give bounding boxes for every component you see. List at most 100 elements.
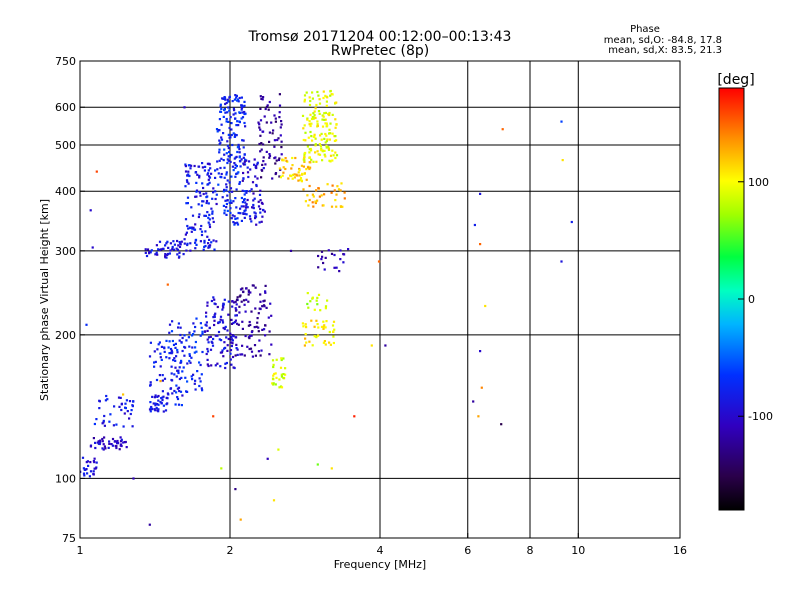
data-point	[245, 190, 248, 193]
data-point	[314, 335, 318, 338]
data-point	[119, 436, 122, 439]
data-point	[306, 166, 310, 169]
data-point	[323, 268, 326, 271]
data-point	[171, 245, 174, 249]
data-point	[170, 330, 174, 333]
data-point	[203, 241, 206, 244]
data-point	[220, 138, 224, 141]
data-point	[253, 326, 256, 329]
data-point	[331, 184, 334, 187]
data-point	[208, 181, 211, 184]
data-point	[214, 197, 217, 201]
data-point	[261, 163, 264, 166]
data-point	[280, 375, 283, 378]
data-point	[234, 354, 237, 357]
y-tick-label: 300	[55, 245, 76, 258]
data-point	[331, 113, 334, 116]
data-point	[172, 248, 176, 251]
data-point	[219, 141, 222, 144]
data-point	[223, 212, 226, 215]
data-point	[303, 160, 306, 163]
data-point	[273, 139, 276, 142]
data-point	[110, 443, 113, 446]
data-point	[159, 380, 162, 383]
data-point	[183, 242, 186, 245]
data-point	[259, 107, 262, 110]
data-point	[342, 261, 345, 264]
data-point	[258, 193, 262, 196]
data-point	[241, 189, 244, 192]
data-point	[311, 201, 314, 204]
data-point	[187, 170, 190, 173]
data-point	[200, 326, 203, 329]
data-point	[128, 417, 131, 420]
data-point	[314, 151, 317, 154]
data-point	[201, 166, 204, 169]
data-point	[163, 346, 166, 349]
data-point	[261, 202, 264, 205]
data-point	[155, 251, 158, 254]
data-point	[92, 470, 95, 473]
data-point	[331, 149, 334, 152]
data-point	[220, 172, 223, 176]
data-point	[270, 343, 273, 346]
data-point	[324, 118, 327, 121]
data-point	[202, 200, 205, 203]
data-point	[247, 324, 250, 327]
data-point	[200, 204, 203, 207]
data-point	[183, 238, 186, 241]
data-point	[232, 113, 235, 116]
data-point	[316, 120, 319, 123]
data-point	[222, 355, 225, 358]
data-point	[111, 437, 115, 441]
data-point	[296, 174, 299, 177]
data-point	[253, 158, 256, 161]
data-point	[185, 179, 189, 182]
data-point	[190, 164, 193, 167]
data-point	[200, 373, 203, 376]
data-point	[316, 90, 319, 94]
data-point	[159, 365, 162, 368]
data-point	[303, 155, 306, 159]
data-point	[194, 325, 197, 329]
data-point	[183, 354, 186, 357]
x-tick-label: 4	[377, 544, 384, 557]
data-point	[270, 314, 273, 317]
data-point	[479, 192, 482, 195]
data-point	[314, 143, 317, 146]
data-point	[191, 378, 194, 381]
data-point	[102, 421, 105, 424]
data-point	[181, 349, 184, 353]
data-point	[338, 270, 341, 273]
data-point	[247, 293, 250, 296]
data-point	[169, 249, 172, 252]
data-point	[317, 266, 320, 269]
data-point	[235, 314, 238, 317]
data-point	[168, 252, 171, 255]
data-point	[167, 346, 170, 349]
data-point	[225, 202, 228, 206]
data-point	[144, 248, 147, 251]
data-point	[93, 461, 96, 464]
colorbar-tick-label: 0	[748, 293, 755, 306]
data-point	[207, 221, 210, 224]
data-point	[204, 214, 207, 217]
data-point	[271, 177, 274, 180]
x-axis-label: Frequency [MHz]	[334, 558, 426, 571]
data-point	[194, 195, 197, 198]
data-point	[157, 343, 160, 346]
data-point	[290, 167, 293, 170]
data-point	[238, 96, 241, 100]
data-point	[280, 146, 283, 149]
data-point	[259, 128, 262, 131]
data-point	[312, 205, 315, 208]
data-point	[309, 300, 312, 303]
data-point	[106, 398, 109, 401]
data-point	[297, 179, 300, 182]
y-axis-label: Stationary phase Virtual Height [km]	[38, 199, 51, 401]
data-point	[82, 472, 86, 475]
data-point	[246, 171, 250, 174]
data-point	[207, 364, 210, 368]
data-point	[377, 260, 381, 263]
data-point	[211, 197, 214, 200]
